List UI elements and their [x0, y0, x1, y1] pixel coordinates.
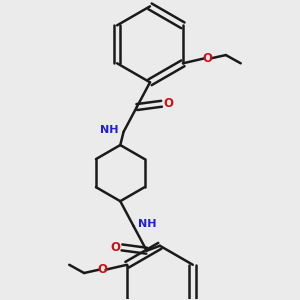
Text: NH: NH	[100, 125, 118, 135]
Text: O: O	[110, 241, 120, 254]
Text: NH: NH	[138, 219, 157, 229]
Text: O: O	[164, 97, 173, 110]
Text: O: O	[97, 263, 107, 276]
Text: O: O	[203, 52, 213, 65]
